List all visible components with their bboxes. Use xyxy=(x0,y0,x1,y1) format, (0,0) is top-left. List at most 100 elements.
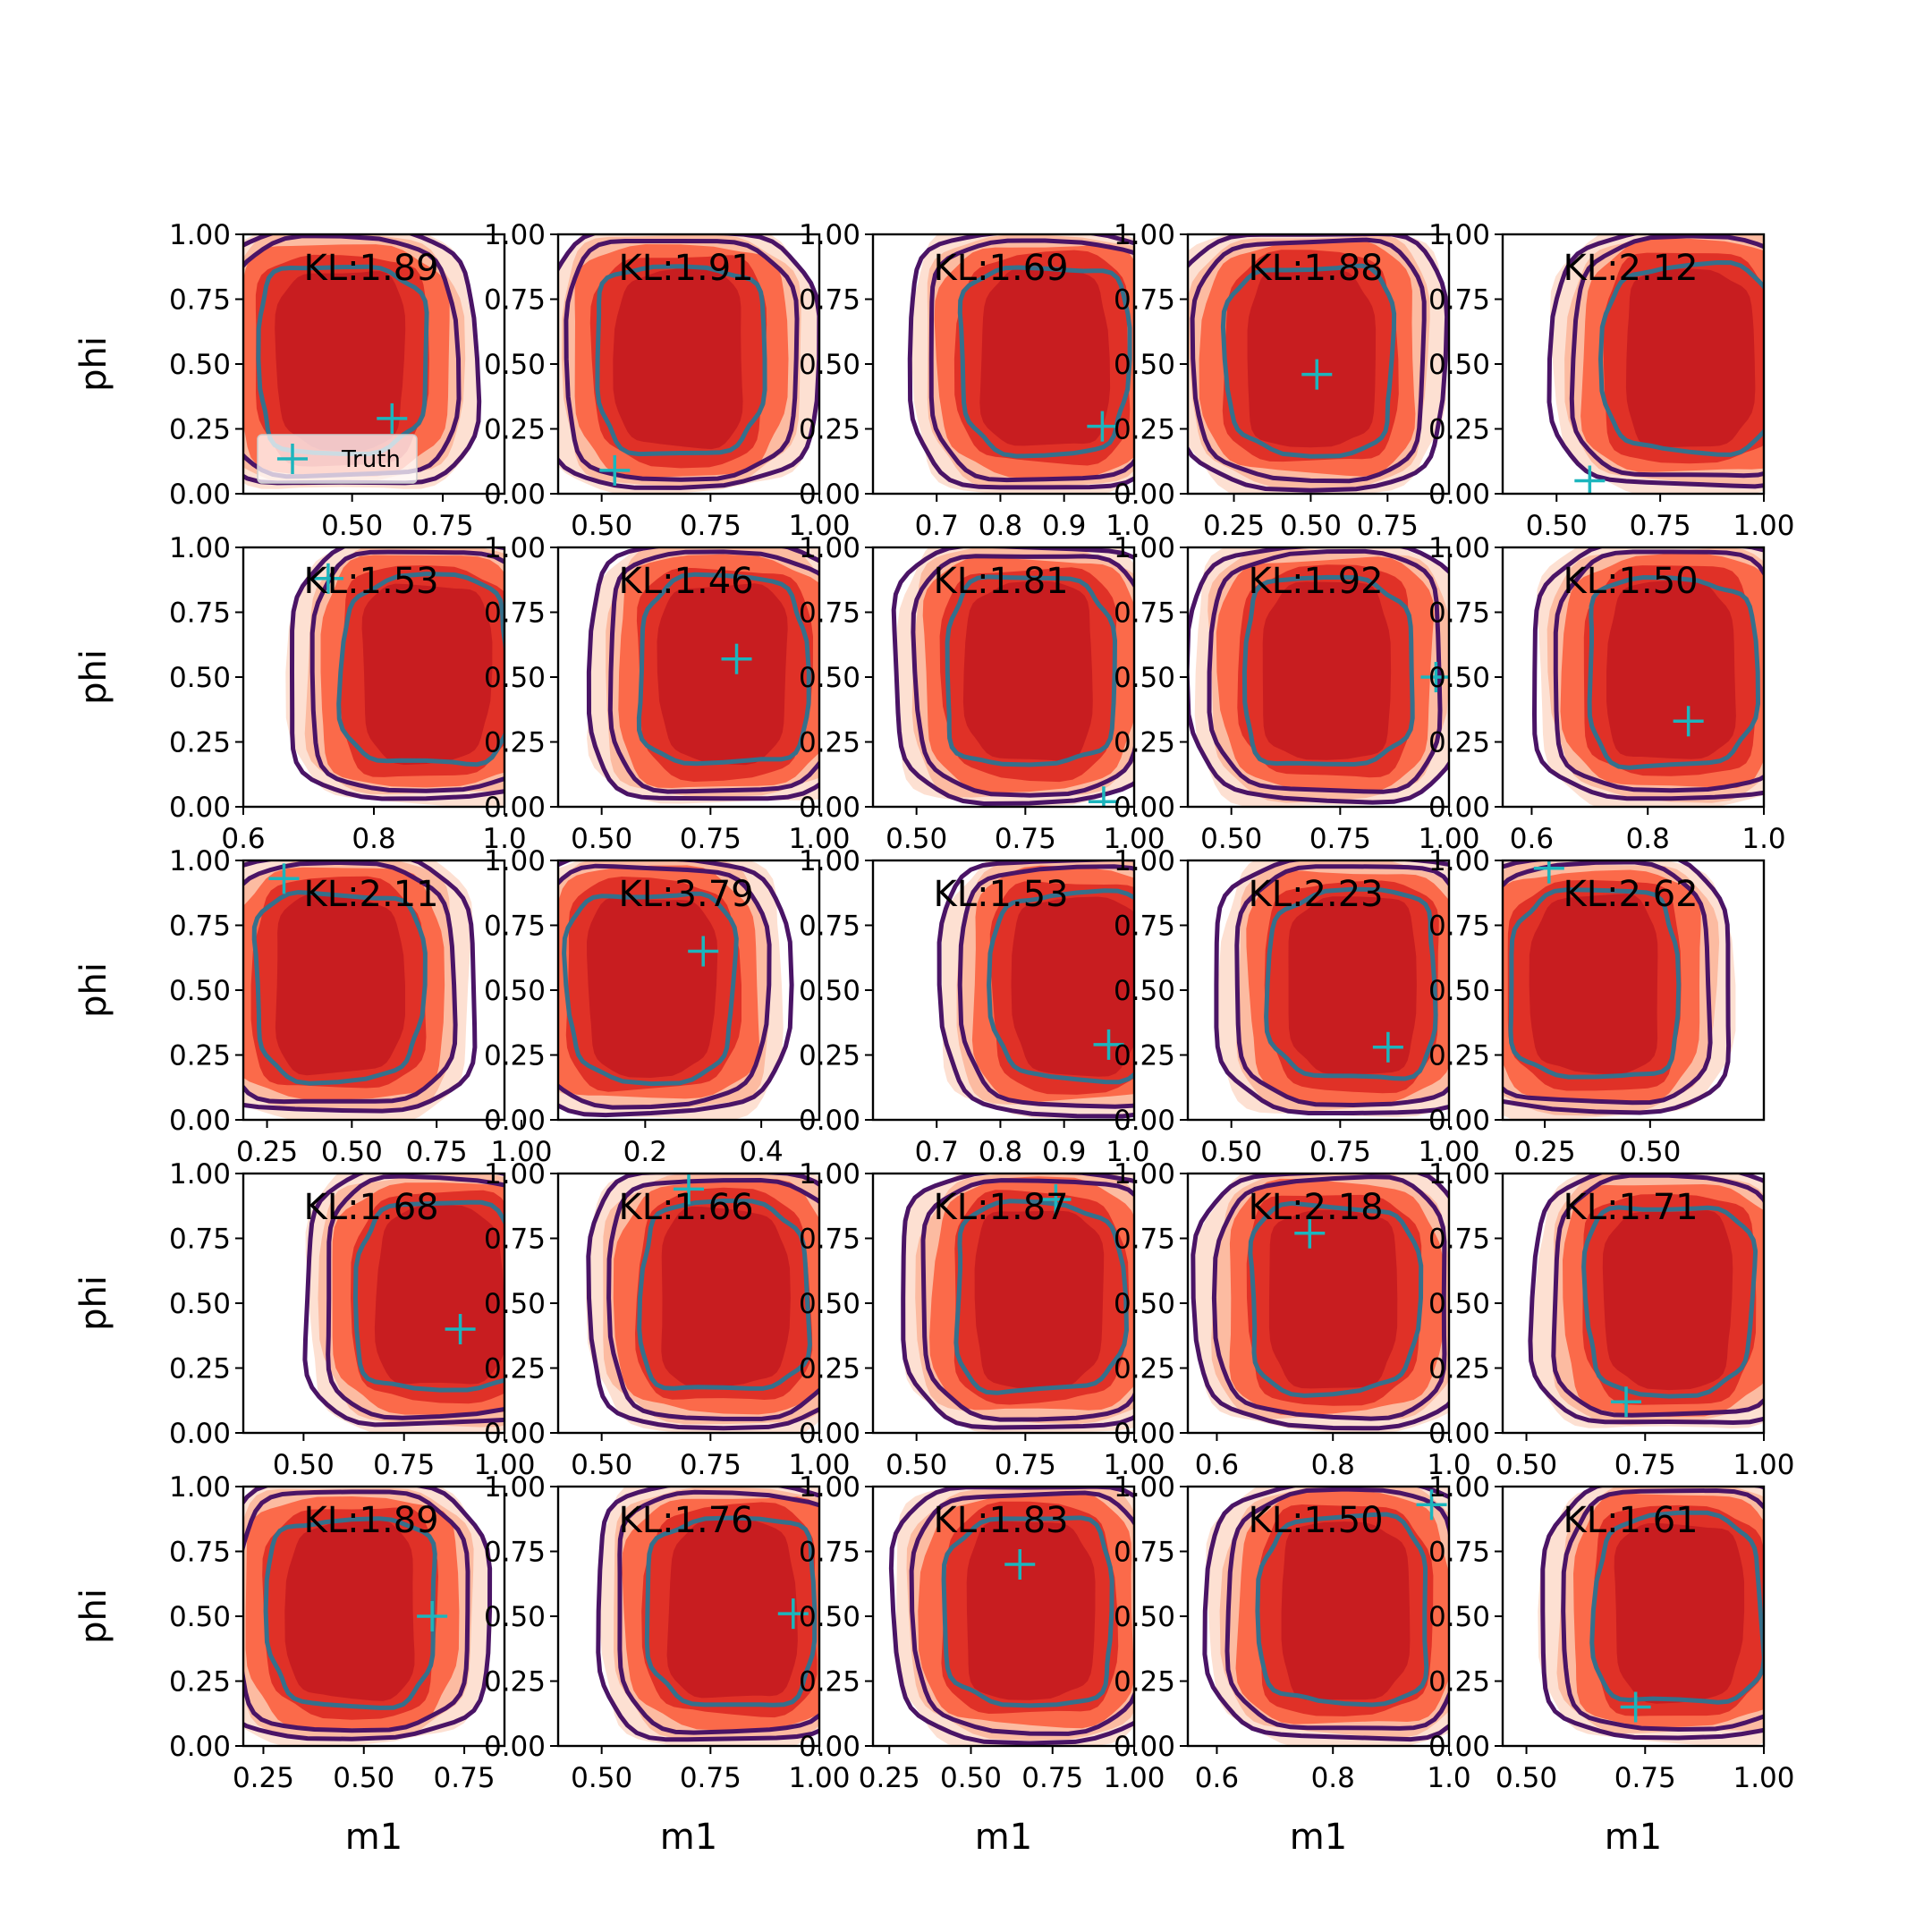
kl-label: KL:1.89 xyxy=(304,248,439,289)
density-fill-level-5 xyxy=(1281,1521,1411,1700)
y-tick-label: 0.75 xyxy=(169,597,231,630)
density-fill-level-5 xyxy=(657,583,788,766)
truth-marker xyxy=(1294,1217,1326,1249)
truth-marker xyxy=(268,863,300,894)
y-tick-label: 0.75 xyxy=(799,284,860,317)
y-tick-label: 0.50 xyxy=(799,1601,860,1633)
y-tick-label: 0.00 xyxy=(799,1105,860,1137)
density-fill-level-5 xyxy=(1606,580,1736,759)
contour-layer xyxy=(285,547,504,807)
outer-contour xyxy=(1528,1174,1764,1426)
contour-layer xyxy=(586,1174,819,1433)
middle-contour xyxy=(558,863,772,1110)
kl-label: KL:2.12 xyxy=(1563,248,1699,289)
x-tick-label: 0.25 xyxy=(1203,510,1265,542)
x-tick-label: 0.6 xyxy=(1195,1762,1239,1794)
x-tick-label: 0.75 xyxy=(1021,1762,1083,1794)
inner-contour xyxy=(1241,574,1415,767)
outer-contour xyxy=(1191,1174,1449,1431)
inner-contour xyxy=(263,1516,437,1710)
y-tick-label: 0.25 xyxy=(799,1666,860,1699)
x-tick-label: 1.0 xyxy=(1427,1762,1470,1794)
y-tick-label: 0.00 xyxy=(1114,1418,1175,1450)
outer-contour xyxy=(243,234,482,486)
y-tick-label: 1.00 xyxy=(1114,1471,1175,1504)
middle-contour xyxy=(1224,1487,1449,1731)
y-tick-label: 0.25 xyxy=(1114,1040,1175,1072)
panel-5-3: 0.000.250.500.751.000.25 0.50 0.75 1.00KL:1… xyxy=(799,1471,1165,1858)
middle-contour xyxy=(1553,549,1764,793)
kl-label: KL:2.23 xyxy=(1249,874,1384,915)
x-tick-label: 0.75 xyxy=(434,1762,496,1794)
truth-marker xyxy=(1533,860,1564,884)
outer-contour xyxy=(1531,547,1764,801)
panel-3-4: 0.00 0.25 0.50 0.75 1.00 0.50 0.75 1.00 KL:2.23 xyxy=(1114,845,1480,1168)
density-fill-level-5 xyxy=(1247,268,1377,448)
inner-contour xyxy=(953,1199,1130,1395)
x-tick-label: 0.50 xyxy=(321,510,383,542)
x-axis-label: m1 xyxy=(345,1817,402,1858)
y-tick-label: 0.75 xyxy=(1114,1224,1175,1256)
panel-1-1: 0.00 0.25 0.50 0.75 1.00 0.50 0.75 KL:1.89 phi Tr… xyxy=(73,219,506,542)
x-tick-label: 1.00 xyxy=(788,823,850,855)
inner-contour xyxy=(1581,1205,1758,1399)
y-tick-label: 0.75 xyxy=(799,911,860,943)
x-tick-label: 1.00 xyxy=(1733,510,1794,542)
panel-1-2: 0.00 0.25 0.50 0.75 1.00 0.50 0.75 1.00 KL:1.91 xyxy=(484,219,851,542)
kl-label: KL:3.79 xyxy=(619,874,754,915)
panel-4-3: 0.00 0.25 0.50 0.75 1.00 0.50 0.75 1.00 KL:1.87 xyxy=(799,1158,1165,1481)
y-tick-label: 0.75 xyxy=(169,1537,231,1569)
x-tick-label: 0.50 xyxy=(1200,823,1262,855)
y-tick-label: 0.75 xyxy=(1114,597,1175,630)
kl-label: KL:1.71 xyxy=(1563,1187,1699,1228)
truth-marker xyxy=(1574,465,1606,494)
kl-label: KL:1.81 xyxy=(934,561,1069,602)
y-tick-label: 0.00 xyxy=(169,792,231,824)
y-tick-label: 0.25 xyxy=(1428,727,1490,759)
y-tick-label: 1.00 xyxy=(1114,845,1175,877)
contour-layer xyxy=(302,1174,504,1433)
y-tick-label: 0.50 xyxy=(169,1601,231,1633)
y-tick-label: 0.25 xyxy=(484,1666,546,1699)
x-tick-label: 0.50 xyxy=(886,823,947,855)
y-axis-label: phi xyxy=(73,1589,114,1644)
y-tick-label: 0.00 xyxy=(1114,1105,1175,1137)
y-tick-label: 1.00 xyxy=(799,1158,860,1191)
y-tick-label: 0.25 xyxy=(1428,1666,1490,1699)
y-tick-label: 1.00 xyxy=(799,845,860,877)
x-tick-label: 0.50 xyxy=(571,823,632,855)
contour-layer xyxy=(1546,234,1764,494)
y-tick-label: 0.50 xyxy=(484,349,546,381)
truth-marker xyxy=(777,1598,809,1630)
y-tick-label: 0.75 xyxy=(1114,1537,1175,1569)
y-tick-label: 1.00 xyxy=(169,219,231,251)
outer-contour xyxy=(243,860,478,1114)
panel-3-1: 0.000.250.500.751.000.25 0.50 0.75 1.00KL:2… xyxy=(73,845,552,1168)
truth-marker xyxy=(1620,1691,1651,1723)
density-fill-level-5 xyxy=(962,580,1093,762)
y-tick-label: 0.50 xyxy=(1428,349,1490,381)
outer-contour xyxy=(243,1487,493,1741)
y-tick-label: 0.00 xyxy=(169,1418,231,1450)
truth-marker xyxy=(674,1174,704,1205)
truth-marker xyxy=(1088,786,1119,807)
x-tick-label: 0.75 xyxy=(406,1136,468,1168)
y-tick-label: 0.00 xyxy=(484,1418,546,1450)
kl-label: KL:1.46 xyxy=(619,561,754,602)
x-tick-label: 1.0 xyxy=(1741,823,1785,855)
x-tick-label: 0.25 xyxy=(1514,1136,1576,1168)
middle-contour xyxy=(309,549,504,793)
y-tick-label: 0.50 xyxy=(169,349,231,381)
y-tick-label: 1.00 xyxy=(1428,219,1490,251)
y-tick-label: 0.75 xyxy=(169,1224,231,1256)
panel-2-2: 0.00 0.25 0.50 0.75 1.00 0.50 0.75 1.00 KL:1.46 xyxy=(484,532,851,855)
truth-marker xyxy=(1087,411,1118,442)
inner-contour xyxy=(595,264,767,457)
contour-layer xyxy=(1503,860,1736,1120)
density-fill-level-5 xyxy=(613,267,743,450)
x-tick-label: 0.8 xyxy=(1311,1762,1355,1794)
panel-4-2: 0.00 0.25 0.50 0.75 1.00 0.50 0.75 1.00 KL:1.66 xyxy=(484,1158,851,1481)
middle-contour xyxy=(909,1490,1134,1736)
x-tick-label: 0.25 xyxy=(233,1762,294,1794)
y-tick-label: 1.00 xyxy=(484,1158,546,1191)
